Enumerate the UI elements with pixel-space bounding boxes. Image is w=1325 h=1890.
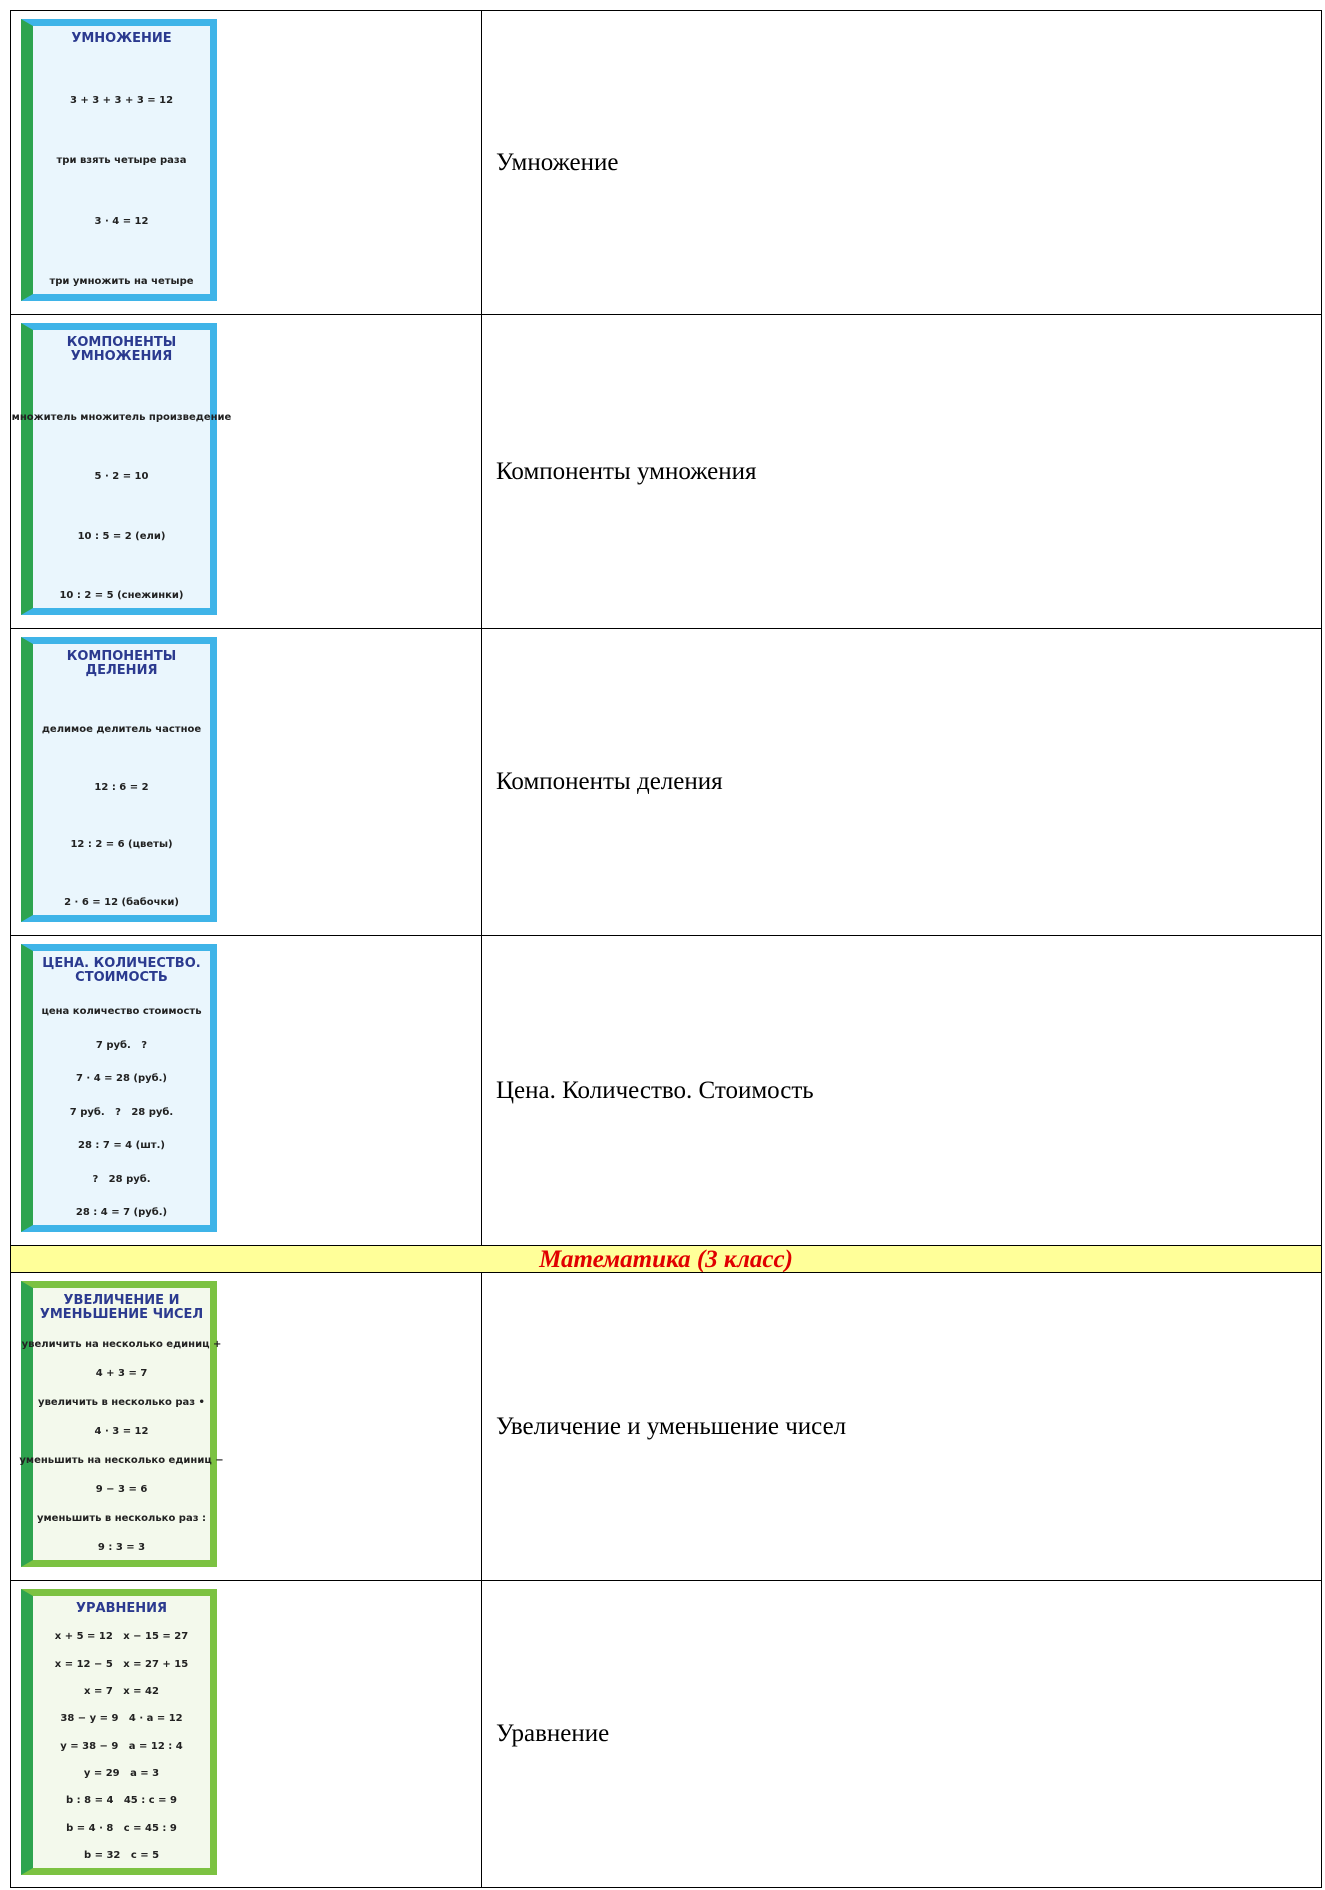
poster-line: 3 · 4 = 12 bbox=[94, 215, 149, 227]
table-row: УМНОЖЕНИЕ 3 + 3 + 3 + 3 = 12 три взять чет… bbox=[10, 10, 1322, 314]
poster-image: КОМПОНЕНТЫ УМНОЖЕНИЯ множитель множитель … bbox=[12, 323, 231, 615]
poster-line: 7 руб. ? 28 руб. bbox=[69, 1106, 174, 1118]
poster-line: 7 · 4 = 28 (руб.) bbox=[75, 1073, 167, 1085]
poster-title: ЦЕНА. КОЛИЧЕСТВО. СТОИМОСТЬ bbox=[42, 956, 201, 985]
poster-line: ? 28 руб. bbox=[92, 1173, 151, 1185]
poster-line: 28 : 4 = 7 (руб.) bbox=[75, 1206, 168, 1218]
column-divider bbox=[481, 629, 482, 935]
table-row: ЦЕНА. КОЛИЧЕСТВО. СТОИМОСТЬ цена количест… bbox=[10, 935, 1322, 1245]
poster-line: 10 : 2 = 5 (снежинки) bbox=[59, 590, 184, 601]
row-caption: Цена. Количество. Стоимость bbox=[496, 1076, 814, 1104]
poster-line: 2 · 6 = 12 (бабочки) bbox=[64, 897, 179, 908]
section-header: Математика (3 класс) bbox=[10, 1245, 1322, 1273]
table-row: КОМПОНЕНТЫ УМНОЖЕНИЯ множитель множитель … bbox=[10, 314, 1322, 628]
poster-line: 12 : 6 = 2 bbox=[94, 781, 149, 793]
poster-line: 4 + 3 = 7 bbox=[95, 1368, 148, 1379]
poster-line: x = 12 − 5 x = 27 + 15 bbox=[54, 1658, 189, 1670]
poster-line: цена количество стоимость bbox=[41, 1006, 202, 1018]
poster-line: x + 5 = 12 x − 15 = 27 bbox=[54, 1631, 189, 1643]
poster-line: множитель множитель произведение bbox=[11, 411, 232, 423]
poster-line: 38 − y = 9 4 · a = 12 bbox=[60, 1713, 183, 1725]
poster-line: 3 + 3 + 3 + 3 = 12 bbox=[69, 94, 174, 106]
poster-image: УРАВНЕНИЯ x + 5 = 12 x − 15 = 27 x = 12 − … bbox=[21, 1589, 217, 1875]
poster-line: уменьшить на несколько единиц − bbox=[19, 1455, 224, 1466]
poster-line: 7 руб. ? bbox=[95, 1039, 148, 1051]
poster-line: b = 32 c = 5 bbox=[83, 1849, 160, 1861]
poster-title: УМНОЖЕНИЕ bbox=[71, 31, 172, 46]
row-caption: Компоненты умножения bbox=[496, 457, 757, 485]
row-caption: Компоненты деления bbox=[496, 768, 723, 795]
table-row: КОМПОНЕНТЫ ДЕЛЕНИЯ делимое делитель частн… bbox=[10, 628, 1322, 935]
table-row: УРАВНЕНИЯ x + 5 = 12 x − 15 = 27 x = 12 − … bbox=[10, 1580, 1322, 1888]
row-caption: Уравнение bbox=[496, 1720, 610, 1747]
poster-image: КОМПОНЕНТЫ ДЕЛЕНИЯ делимое делитель частн… bbox=[21, 637, 217, 922]
poster-line: 5 · 2 = 10 bbox=[94, 471, 149, 482]
poster-title: КОМПОНЕНТЫ УМНОЖЕНИЯ bbox=[66, 335, 177, 364]
poster-image: УВЕЛИЧЕНИЕ И УМЕНЬШЕНИЕ ЧИСЕЛ увеличить н… bbox=[19, 1281, 224, 1567]
poster-image: ЦЕНА. КОЛИЧЕСТВО. СТОИМОСТЬ цена количест… bbox=[21, 944, 217, 1232]
poster-line: делимое делитель частное bbox=[41, 723, 202, 735]
poster-line: 9 : 3 = 3 bbox=[97, 1542, 146, 1553]
poster-image: УМНОЖЕНИЕ 3 + 3 + 3 + 3 = 12 три взять чет… bbox=[21, 19, 217, 301]
poster-line: три умножить на четыре bbox=[49, 276, 194, 287]
poster-line: y = 38 − 9 a = 12 : 4 bbox=[60, 1740, 183, 1752]
poster-line: 9 − 3 = 6 bbox=[95, 1484, 148, 1495]
poster-line: 10 : 5 = 2 (ели) bbox=[77, 530, 166, 542]
row-caption: Увеличение и уменьшение чисел bbox=[496, 1412, 847, 1440]
column-divider bbox=[481, 315, 482, 628]
poster-line: b : 8 = 4 45 : c = 9 bbox=[66, 1795, 177, 1807]
poster-line: увеличить на несколько единиц + bbox=[21, 1339, 222, 1350]
poster-title: УВЕЛИЧЕНИЕ И УМЕНЬШЕНИЕ ЧИСЕЛ bbox=[39, 1293, 204, 1322]
column-divider bbox=[481, 936, 482, 1245]
poster-line: уменьшить в несколько раз : bbox=[36, 1513, 206, 1524]
poster-line: x = 7 x = 42 bbox=[84, 1685, 159, 1697]
column-divider bbox=[481, 1273, 482, 1580]
poster-line: y = 29 a = 3 bbox=[83, 1767, 160, 1779]
poster-line: три взять четыре раза bbox=[56, 155, 187, 166]
poster-title: КОМПОНЕНТЫ ДЕЛЕНИЯ bbox=[66, 649, 177, 678]
column-divider bbox=[481, 11, 482, 314]
table-row: УВЕЛИЧЕНИЕ И УМЕНЬШЕНИЕ ЧИСЕЛ увеличить н… bbox=[10, 1272, 1322, 1580]
poster-title: УРАВНЕНИЯ bbox=[75, 1601, 168, 1616]
poster-line: 4 · 3 = 12 bbox=[94, 1426, 149, 1437]
poster-line: увеличить в несколько раз • bbox=[38, 1397, 205, 1408]
poster-line: b = 4 · 8 c = 45 : 9 bbox=[66, 1822, 177, 1834]
column-divider bbox=[481, 1581, 482, 1887]
poster-line: 12 : 2 = 6 (цветы) bbox=[70, 839, 173, 851]
row-caption: Умножение bbox=[496, 148, 619, 176]
poster-line: 28 : 7 = 4 (шт.) bbox=[78, 1140, 165, 1152]
